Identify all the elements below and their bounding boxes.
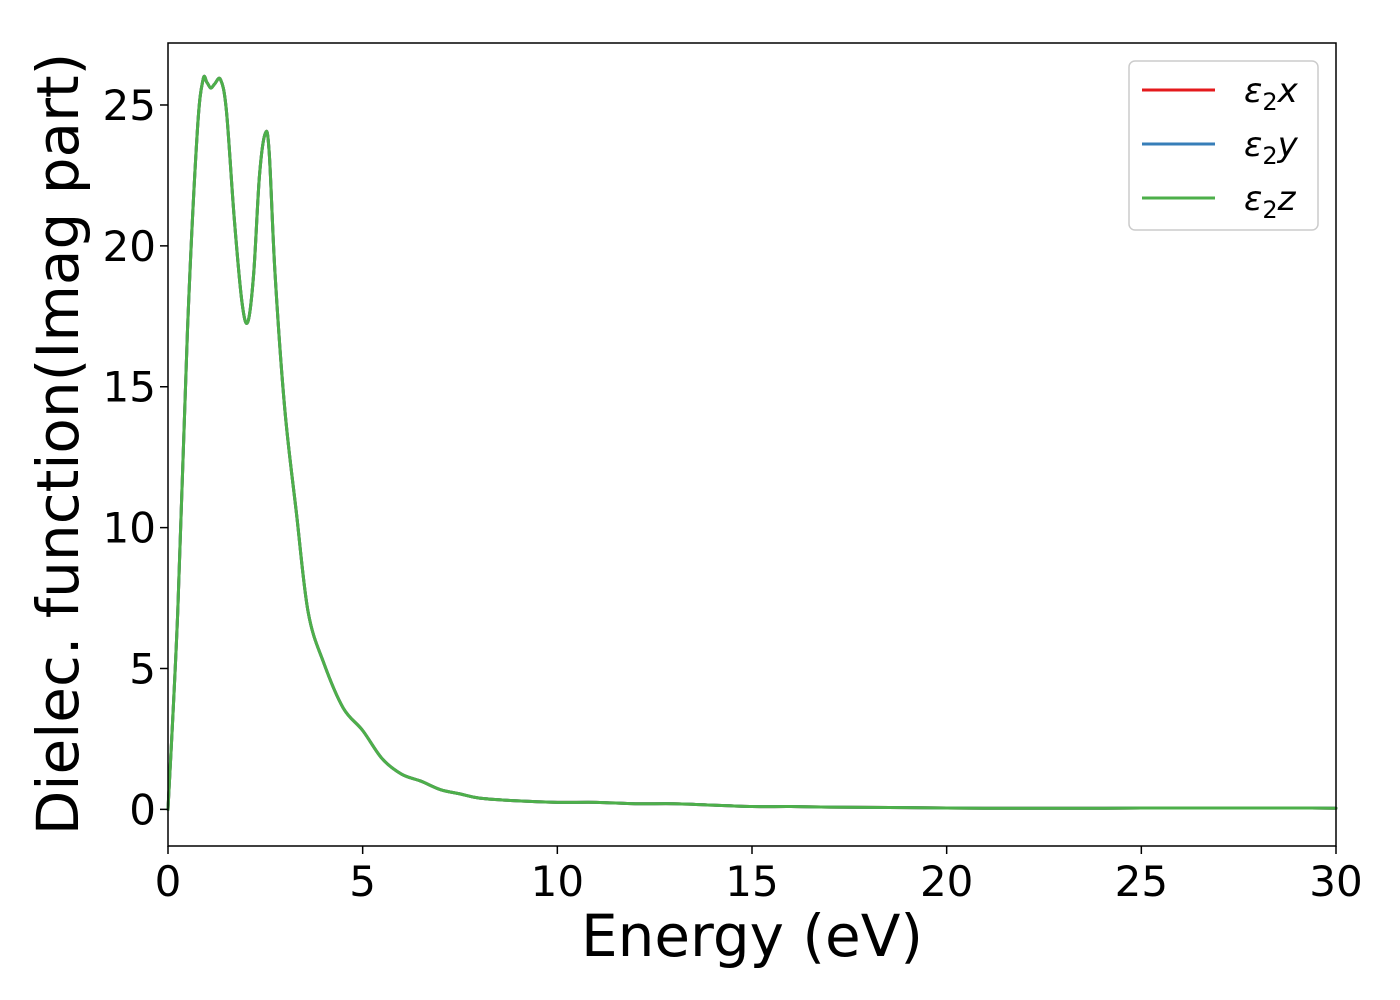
legend-label: ε2x — [1244, 71, 1299, 116]
x-axis-label: Energy (eV) — [581, 902, 923, 970]
y-tick-label: 15 — [103, 363, 156, 412]
series-line-3 — [166, 74, 1338, 811]
x-tick-label: 5 — [349, 857, 376, 906]
x-tick-label: 10 — [531, 857, 584, 906]
x-tick-label: 25 — [1115, 857, 1168, 906]
y-tick-label: 5 — [129, 644, 156, 693]
legend-box — [1128, 60, 1319, 231]
series-layer — [166, 74, 1338, 811]
x-tick-label: 0 — [155, 857, 182, 906]
x-tick-label: 30 — [1309, 857, 1362, 906]
x-axis-ticks: 0 5 10 15 20 25 30 — [155, 846, 1363, 906]
legend: ε2x ε2y ε2z — [1128, 60, 1319, 231]
legend-label: ε2z — [1244, 179, 1297, 224]
y-axis-label: Dielec. function(Imag part) — [24, 53, 92, 836]
x-tick-label: 15 — [725, 857, 778, 906]
y-tick-label: 10 — [103, 504, 156, 553]
x-tick-label: 20 — [920, 857, 973, 906]
y-tick-label: 20 — [103, 222, 156, 271]
y-tick-label: 25 — [103, 81, 156, 130]
y-tick-label: 0 — [129, 785, 156, 834]
y-axis-ticks: 0 5 10 15 20 25 — [103, 81, 168, 834]
legend-label: ε2y — [1244, 125, 1299, 170]
